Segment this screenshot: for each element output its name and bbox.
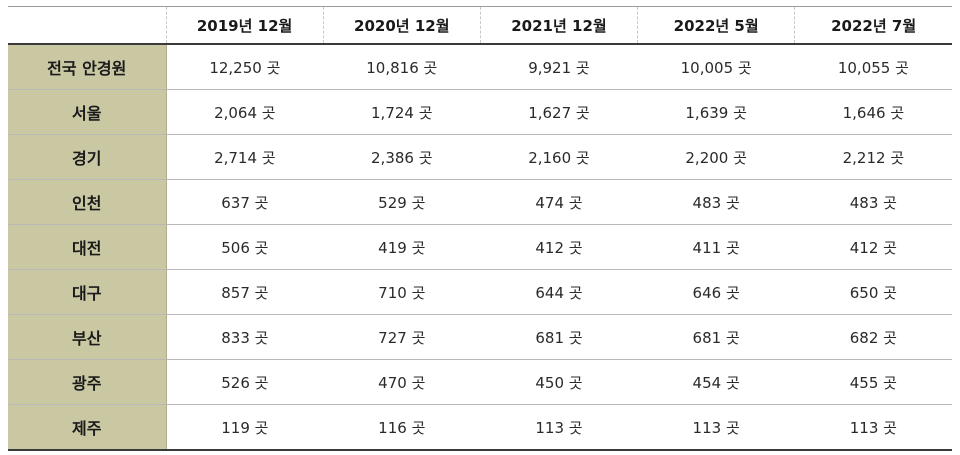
table-cell: 412 곳 bbox=[794, 224, 952, 270]
table-cell: 412 곳 bbox=[480, 224, 638, 270]
table-cell: 9,921 곳 bbox=[480, 44, 638, 90]
row-label: 서울 bbox=[8, 89, 167, 135]
table-cell: 10,816 곳 bbox=[323, 44, 481, 90]
optical-store-count-table: 2019년 12월 2020년 12월 2021년 12월 2022년 5월 2… bbox=[8, 6, 952, 451]
column-header: 2022년 5월 bbox=[637, 6, 795, 45]
table-cell: 650 곳 bbox=[794, 269, 952, 315]
table-cell: 644 곳 bbox=[480, 269, 638, 315]
row-label: 광주 bbox=[8, 359, 167, 405]
table-cell: 2,386 곳 bbox=[323, 134, 481, 180]
table-cell: 529 곳 bbox=[323, 179, 481, 225]
table-header: 2019년 12월 2020년 12월 2021년 12월 2022년 5월 2… bbox=[8, 6, 952, 45]
row-label: 경기 bbox=[8, 134, 167, 180]
table-row: 인천 637 곳 529 곳 474 곳 483 곳 483 곳 bbox=[8, 179, 952, 225]
table-row: 대구 857 곳 710 곳 644 곳 646 곳 650 곳 bbox=[8, 269, 952, 315]
table-cell: 727 곳 bbox=[323, 314, 481, 360]
table-cell: 1,639 곳 bbox=[637, 89, 795, 135]
row-label: 대구 bbox=[8, 269, 167, 315]
table-cell: 646 곳 bbox=[637, 269, 795, 315]
table-cell: 710 곳 bbox=[323, 269, 481, 315]
table-cell: 681 곳 bbox=[480, 314, 638, 360]
header-corner-cell bbox=[8, 6, 166, 45]
table-cell: 637 곳 bbox=[166, 179, 324, 225]
table-cell: 419 곳 bbox=[323, 224, 481, 270]
column-header: 2021년 12월 bbox=[479, 6, 638, 45]
table-row: 서울 2,064 곳 1,724 곳 1,627 곳 1,639 곳 1,646 곳 bbox=[8, 89, 952, 135]
table-cell: 474 곳 bbox=[480, 179, 638, 225]
table-cell: 455 곳 bbox=[794, 359, 952, 405]
table-row: 경기 2,714 곳 2,386 곳 2,160 곳 2,200 곳 2,212 곳 bbox=[8, 134, 952, 180]
table-cell: 113 곳 bbox=[480, 404, 638, 451]
column-header: 2020년 12월 bbox=[322, 6, 481, 45]
table-cell: 833 곳 bbox=[166, 314, 324, 360]
table-cell: 681 곳 bbox=[637, 314, 795, 360]
table-cell: 2,200 곳 bbox=[637, 134, 795, 180]
table-cell: 2,714 곳 bbox=[166, 134, 324, 180]
data-table-container: 2019년 12월 2020년 12월 2021년 12월 2022년 5월 2… bbox=[8, 6, 952, 451]
column-header: 2022년 7월 bbox=[794, 6, 952, 45]
table-cell: 454 곳 bbox=[637, 359, 795, 405]
table-row: 전국 안경원 12,250 곳 10,816 곳 9,921 곳 10,005 곳 10,… bbox=[8, 44, 952, 90]
row-label: 전국 안경원 bbox=[8, 44, 167, 90]
table-cell: 483 곳 bbox=[794, 179, 952, 225]
table-cell: 10,055 곳 bbox=[794, 44, 952, 90]
table-cell: 2,160 곳 bbox=[480, 134, 638, 180]
table-cell: 1,627 곳 bbox=[480, 89, 638, 135]
row-label: 인천 bbox=[8, 179, 167, 225]
table-row: 제주 119 곳 116 곳 113 곳 113 곳 113 곳 bbox=[8, 404, 952, 451]
table-cell: 450 곳 bbox=[480, 359, 638, 405]
table-body: 전국 안경원 12,250 곳 10,816 곳 9,921 곳 10,005 곳 10,… bbox=[8, 44, 952, 451]
table-cell: 857 곳 bbox=[166, 269, 324, 315]
table-cell: 10,005 곳 bbox=[637, 44, 795, 90]
table-cell: 113 곳 bbox=[637, 404, 795, 451]
row-label: 제주 bbox=[8, 404, 167, 451]
table-cell: 483 곳 bbox=[637, 179, 795, 225]
table-cell: 2,212 곳 bbox=[794, 134, 952, 180]
header-row: 2019년 12월 2020년 12월 2021년 12월 2022년 5월 2… bbox=[8, 6, 952, 45]
table-cell: 2,064 곳 bbox=[166, 89, 324, 135]
table-cell: 116 곳 bbox=[323, 404, 481, 451]
row-label: 대전 bbox=[8, 224, 167, 270]
table-cell: 470 곳 bbox=[323, 359, 481, 405]
table-cell: 1,724 곳 bbox=[323, 89, 481, 135]
column-header: 2019년 12월 bbox=[165, 6, 324, 45]
table-row: 대전 506 곳 419 곳 412 곳 411 곳 412 곳 bbox=[8, 224, 952, 270]
table-cell: 12,250 곳 bbox=[166, 44, 324, 90]
table-row: 광주 526 곳 470 곳 450 곳 454 곳 455 곳 bbox=[8, 359, 952, 405]
table-cell: 506 곳 bbox=[166, 224, 324, 270]
table-cell: 411 곳 bbox=[637, 224, 795, 270]
table-row: 부산 833 곳 727 곳 681 곳 681 곳 682 곳 bbox=[8, 314, 952, 360]
table-cell: 682 곳 bbox=[794, 314, 952, 360]
table-cell: 1,646 곳 bbox=[794, 89, 952, 135]
table-cell: 113 곳 bbox=[794, 404, 952, 451]
table-cell: 119 곳 bbox=[166, 404, 324, 451]
table-cell: 526 곳 bbox=[166, 359, 324, 405]
row-label: 부산 bbox=[8, 314, 167, 360]
